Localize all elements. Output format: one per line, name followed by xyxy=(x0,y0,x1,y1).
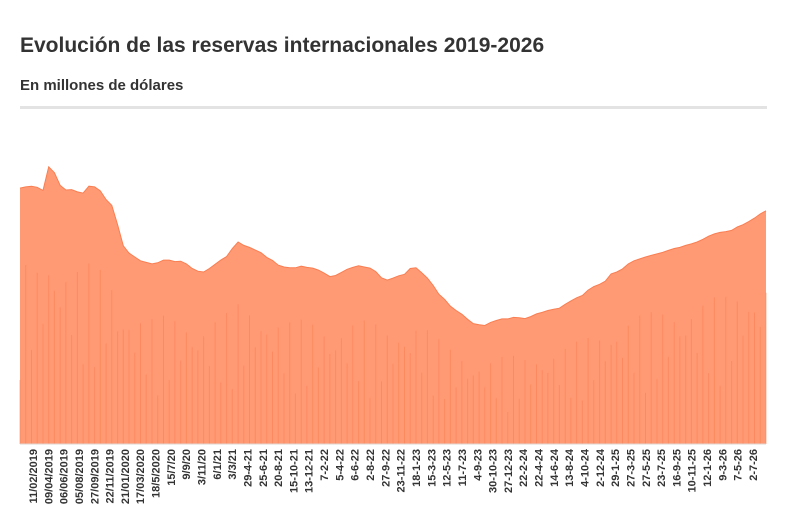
x-tick-label: 18/5/2020 xyxy=(151,449,163,498)
x-tick-label: 7-5-26 xyxy=(733,449,745,481)
header-divider xyxy=(20,106,767,109)
chart-subtitle: En millones de dólares xyxy=(20,77,184,94)
x-tick-label: 11-7-23 xyxy=(457,449,469,486)
x-tick-label: 25-6-21 xyxy=(258,449,270,487)
x-tick-label: 30-10-23 xyxy=(488,449,500,493)
x-tick-label: 9-3-26 xyxy=(717,449,729,481)
x-axis-ticks: 11/02/2019 09/04/2019 06/06/2019 05/08/2019… xyxy=(28,448,760,504)
x-tick-label: 15-3-23 xyxy=(426,449,438,487)
x-tick-label: 2-7-26 xyxy=(748,449,760,481)
x-tick-label: 3/11/20 xyxy=(197,449,209,485)
x-tick-label: 12-1-26 xyxy=(702,449,714,487)
reserves-area xyxy=(20,166,766,444)
x-tick-label: 10-11-25 xyxy=(687,449,699,492)
x-tick-label: 16-9-25 xyxy=(671,449,683,487)
x-tick-label: 29-4-21 xyxy=(243,449,255,487)
plot-area xyxy=(19,165,767,445)
x-tick-label: 15/7/20 xyxy=(166,449,178,486)
x-tick-label: 14-6-24 xyxy=(549,448,561,487)
x-tick-label: 4-10-24 xyxy=(580,448,592,487)
x-tick-label: 06/06/2019 xyxy=(59,449,71,504)
x-tick-label: 6/1/21 xyxy=(212,449,224,480)
x-tick-label: 22/11/2019 xyxy=(105,449,117,503)
x-tick-label: 22-4-24 xyxy=(534,448,546,487)
x-tick-label: 21/01/2020 xyxy=(120,449,132,504)
x-tick-label: 12-5-23 xyxy=(442,449,454,487)
x-tick-label: 27-3-25 xyxy=(625,449,637,487)
x-tick-label: 3/3/21 xyxy=(227,449,239,480)
reserves-line xyxy=(19,165,767,327)
x-tick-label: 18-1-23 xyxy=(411,449,423,487)
x-tick-label: 7-2-22 xyxy=(319,449,331,481)
x-tick-label: 6-6-22 xyxy=(350,449,362,481)
x-tick-label: 05/08/2019 xyxy=(74,449,86,504)
x-tick-label: 20-8-21 xyxy=(273,449,285,487)
x-tick-label: 23-11-22 xyxy=(396,449,408,492)
x-tick-label: 27-5-25 xyxy=(641,449,653,487)
x-tick-label: 17/03/2020 xyxy=(135,449,147,504)
x-tick-label: 2-12-24 xyxy=(595,448,607,487)
x-tick-label: 27/09/2019 xyxy=(89,449,101,504)
x-tick-label: 13-8-24 xyxy=(564,448,576,487)
x-tick-label: 15-10-21 xyxy=(288,449,300,493)
x-tick-label: 2-8-22 xyxy=(365,449,377,481)
x-tick-label: 23-7-25 xyxy=(656,449,668,487)
x-tick-label: 9/9/20 xyxy=(181,449,193,480)
x-tick-label: 09/04/2019 xyxy=(43,449,55,504)
x-tick-label: 5-4-22 xyxy=(334,449,346,481)
chart-title: Evolución de las reservas internacionale… xyxy=(20,34,545,57)
x-tick-label: 13-12-21 xyxy=(304,449,316,493)
x-tick-label: 27-12-23 xyxy=(503,449,515,493)
x-tick-label: 4-9-23 xyxy=(472,449,484,481)
x-tick-label: 29-1-25 xyxy=(610,449,622,487)
x-tick-label: 22-2-24 xyxy=(518,448,530,487)
x-tick-label: 11/02/2019 xyxy=(28,449,40,503)
x-tick-label: 27-9-22 xyxy=(380,449,392,487)
